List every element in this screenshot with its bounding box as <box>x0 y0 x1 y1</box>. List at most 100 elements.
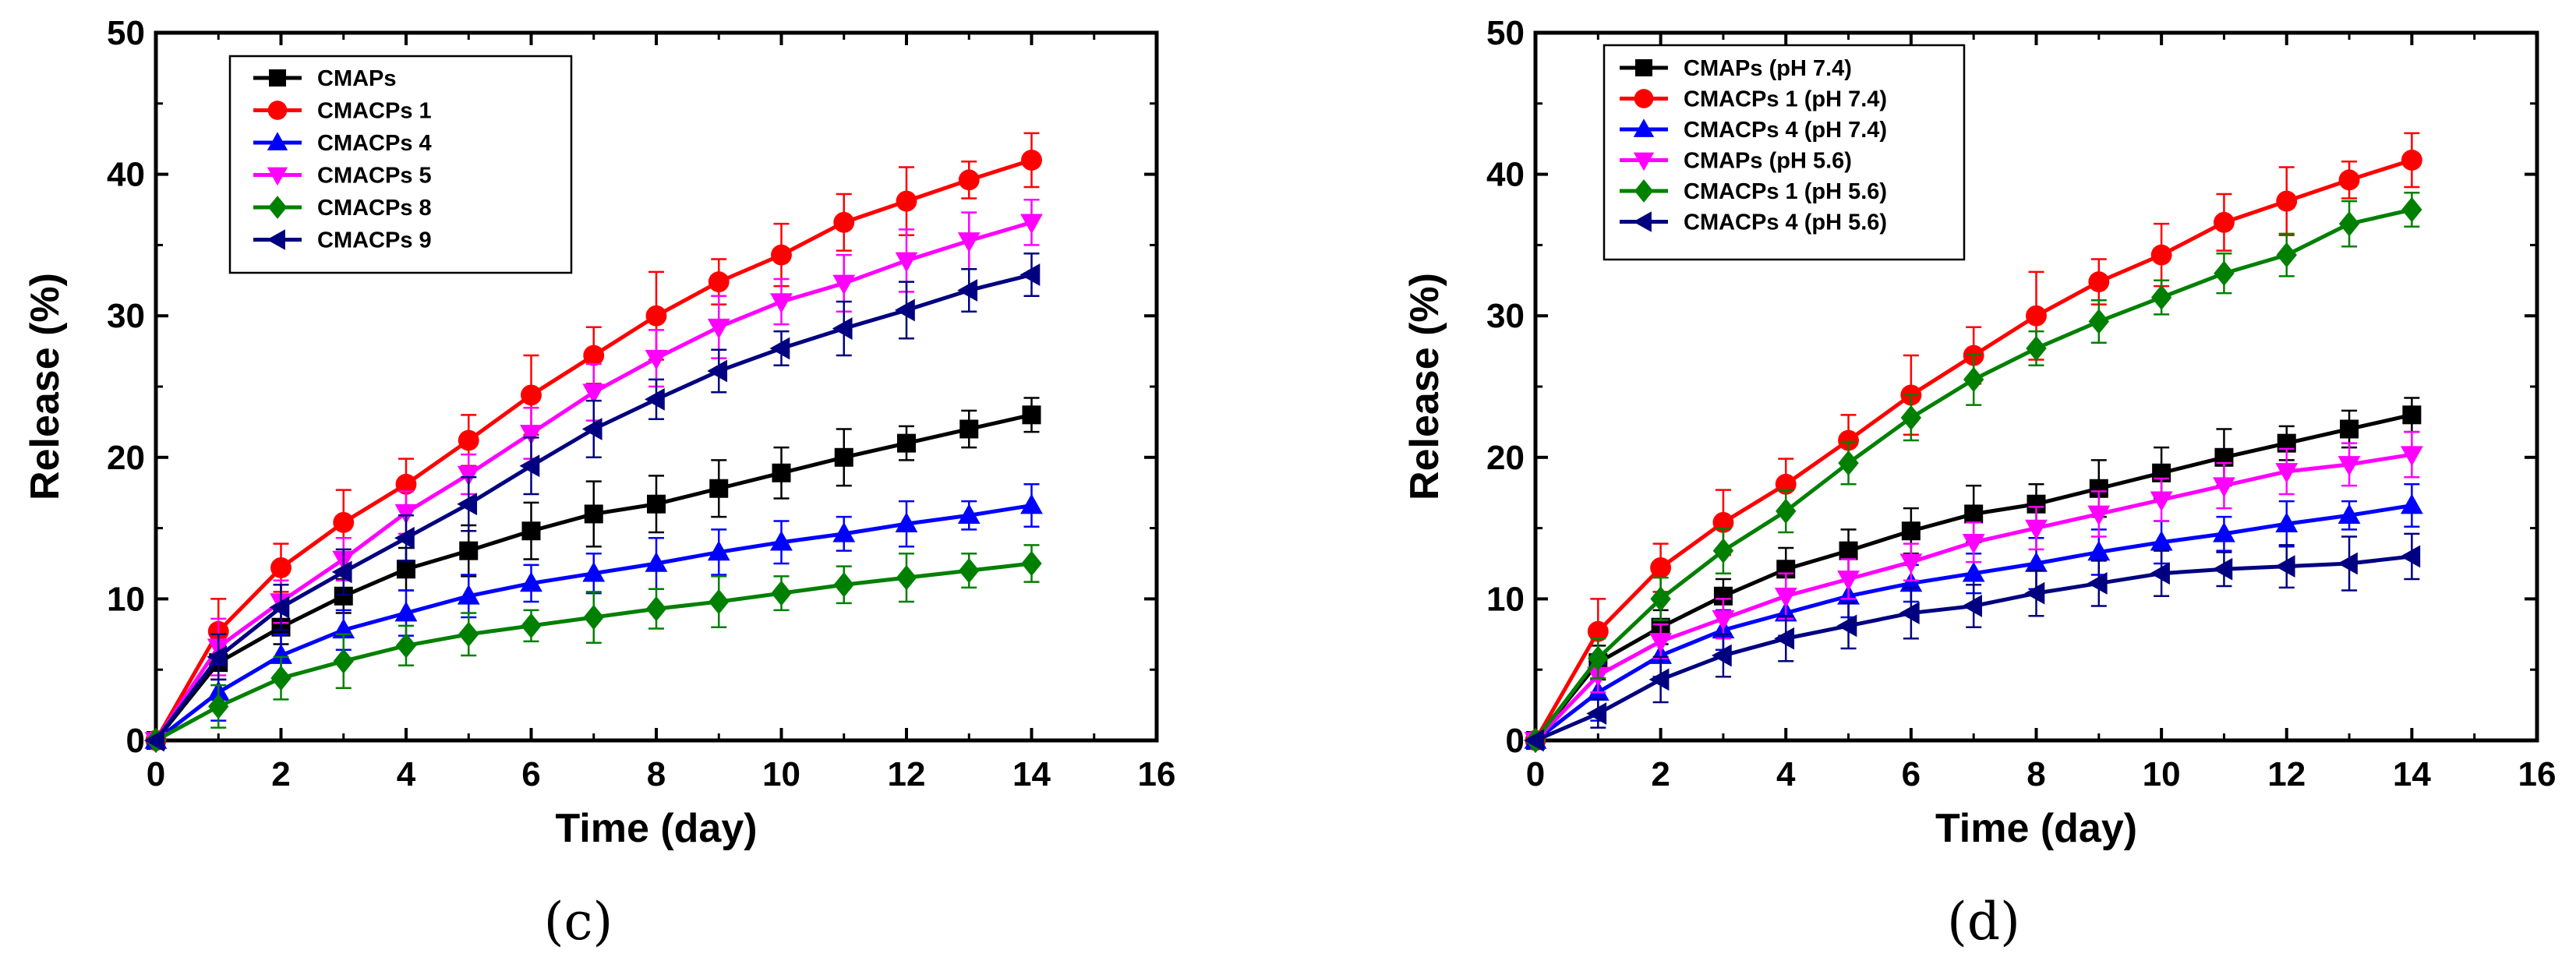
data-point <box>1650 557 1672 578</box>
legend-marker <box>267 196 288 219</box>
legend-item-cmacps-1-ph-7-4: CMACPs 1 (pH 7.4) <box>1620 87 1887 112</box>
x-tick-label: 10 <box>2143 755 2181 793</box>
data-point <box>2150 562 2170 585</box>
chart-panel-c: 0 2 4 6 8 10 12 14 16 0 10 20 30 40 50 Time (day) Releas… <box>23 14 1175 952</box>
legend-item-cmaps: CMAPs <box>253 66 397 91</box>
data-point <box>1022 405 1041 425</box>
data-point <box>457 493 478 516</box>
legend-marker <box>1634 179 1654 203</box>
data-point <box>584 504 603 524</box>
data-point <box>2401 196 2422 223</box>
data-point <box>833 572 854 598</box>
data-point <box>1774 627 1795 650</box>
data-point <box>707 540 730 561</box>
legend-label: CMAPs <box>317 66 397 91</box>
data-point <box>897 433 916 453</box>
legend-label: CMACPs 4 <box>317 131 432 156</box>
data-point <box>645 552 668 572</box>
legend-item-cmaps-ph-7-4: CMAPs (pH 7.4) <box>1620 56 1852 81</box>
data-point <box>957 503 981 525</box>
legend: CMAPs (pH 7.4) CMACPs 1 (pH 7.4) CMACPs 4 … <box>1602 44 1966 261</box>
y-tick-label: 40 <box>1486 156 1525 194</box>
data-point <box>1021 150 1042 171</box>
legend-label: CMACPs 1 (pH 5.6) <box>1684 179 1887 204</box>
data-point <box>520 425 542 445</box>
y-tick-label: 0 <box>126 722 145 760</box>
data-point <box>1711 644 1732 667</box>
data-point <box>583 604 604 631</box>
data-point <box>1839 541 1858 560</box>
legend-item-cmacps-1: CMACPs 1 <box>253 99 432 124</box>
legend-item-cmaps-ph-5-6: CMAPs (pH 5.6) <box>1620 149 1852 174</box>
data-point <box>896 190 917 212</box>
data-point <box>647 494 666 514</box>
data-point <box>2400 446 2423 467</box>
data-point <box>520 571 542 592</box>
y-tick-label: 40 <box>107 156 145 194</box>
data-point <box>2026 335 2047 362</box>
chart-panel-d: 0 2 4 6 8 10 12 14 16 0 10 20 30 40 50 Time (day) Releas… <box>1402 14 2556 952</box>
data-point <box>1020 214 1043 235</box>
data-point <box>582 383 606 405</box>
data-point <box>834 447 853 467</box>
data-point <box>2275 512 2299 532</box>
data-point <box>1962 533 1985 554</box>
data-point <box>521 384 542 406</box>
data-point <box>2275 463 2299 483</box>
data-point <box>2024 581 2045 605</box>
data-point <box>958 169 980 191</box>
data-point <box>269 595 290 619</box>
x-axis-title: Time (day) <box>555 806 757 851</box>
data-point <box>2150 284 2172 310</box>
legend-item-cmacps-1-ph-5-6: CMACPs 1 (pH 5.6) <box>1620 179 1887 204</box>
data-point <box>1963 366 1984 393</box>
data-point <box>208 694 229 719</box>
data-point <box>2337 503 2361 525</box>
data-point <box>1648 668 1670 691</box>
data-point <box>2276 190 2298 212</box>
legend: CMAPs CMACPs 1 CMACPs 4 CMACPs 5 CMACPs 8 CMA… <box>228 55 573 274</box>
x-tick-label: 8 <box>647 755 666 793</box>
data-point <box>2213 211 2235 233</box>
data-point <box>1587 620 1609 642</box>
data-point <box>2337 552 2358 575</box>
y-tick-label: 30 <box>1486 297 1525 335</box>
data-point <box>395 633 417 659</box>
data-point <box>832 274 856 295</box>
x-tick-label: 16 <box>2518 755 2557 793</box>
data-point <box>457 584 480 605</box>
legend-marker <box>267 101 288 120</box>
data-point <box>772 463 791 482</box>
data-point <box>2400 545 2421 568</box>
data-point <box>459 541 479 560</box>
data-point <box>1712 538 1734 564</box>
data-point <box>207 645 228 669</box>
legend-marker <box>1633 152 1655 171</box>
data-point <box>770 530 793 551</box>
legend-marker <box>267 132 288 150</box>
legend-item-cmacps-8: CMACPs 8 <box>253 196 432 221</box>
x-tick-label: 6 <box>1902 755 1921 793</box>
data-point <box>458 429 479 451</box>
data-point <box>2087 572 2108 595</box>
panel-label: (c) <box>544 892 613 952</box>
data-point <box>2213 477 2235 498</box>
legend-item-cmacps-4-ph-5-6: CMACPs 4 (pH 5.6) <box>1620 210 1887 235</box>
x-tick-label: 4 <box>1776 755 1796 793</box>
legend-item-cmacps-4-ph-7-4: CMACPs 4 (pH 7.4) <box>1620 118 1887 143</box>
y-tick-label: 20 <box>107 439 145 477</box>
data-point <box>397 560 415 579</box>
y-axis-title: Release (%) <box>1402 273 1447 500</box>
data-point <box>771 244 792 266</box>
data-point <box>895 299 915 322</box>
y-tick-label: 20 <box>1486 439 1525 477</box>
legend-marker <box>1635 59 1652 76</box>
data-point <box>832 521 856 542</box>
data-point <box>957 232 981 253</box>
data-point <box>270 665 292 691</box>
data-point <box>333 648 354 674</box>
data-point <box>2274 555 2295 578</box>
legend-label: CMACPs 1 <box>317 99 432 124</box>
series-cmacps-4-ph-5-6 <box>1524 532 2421 752</box>
series-cmacps-8 <box>145 544 1042 754</box>
